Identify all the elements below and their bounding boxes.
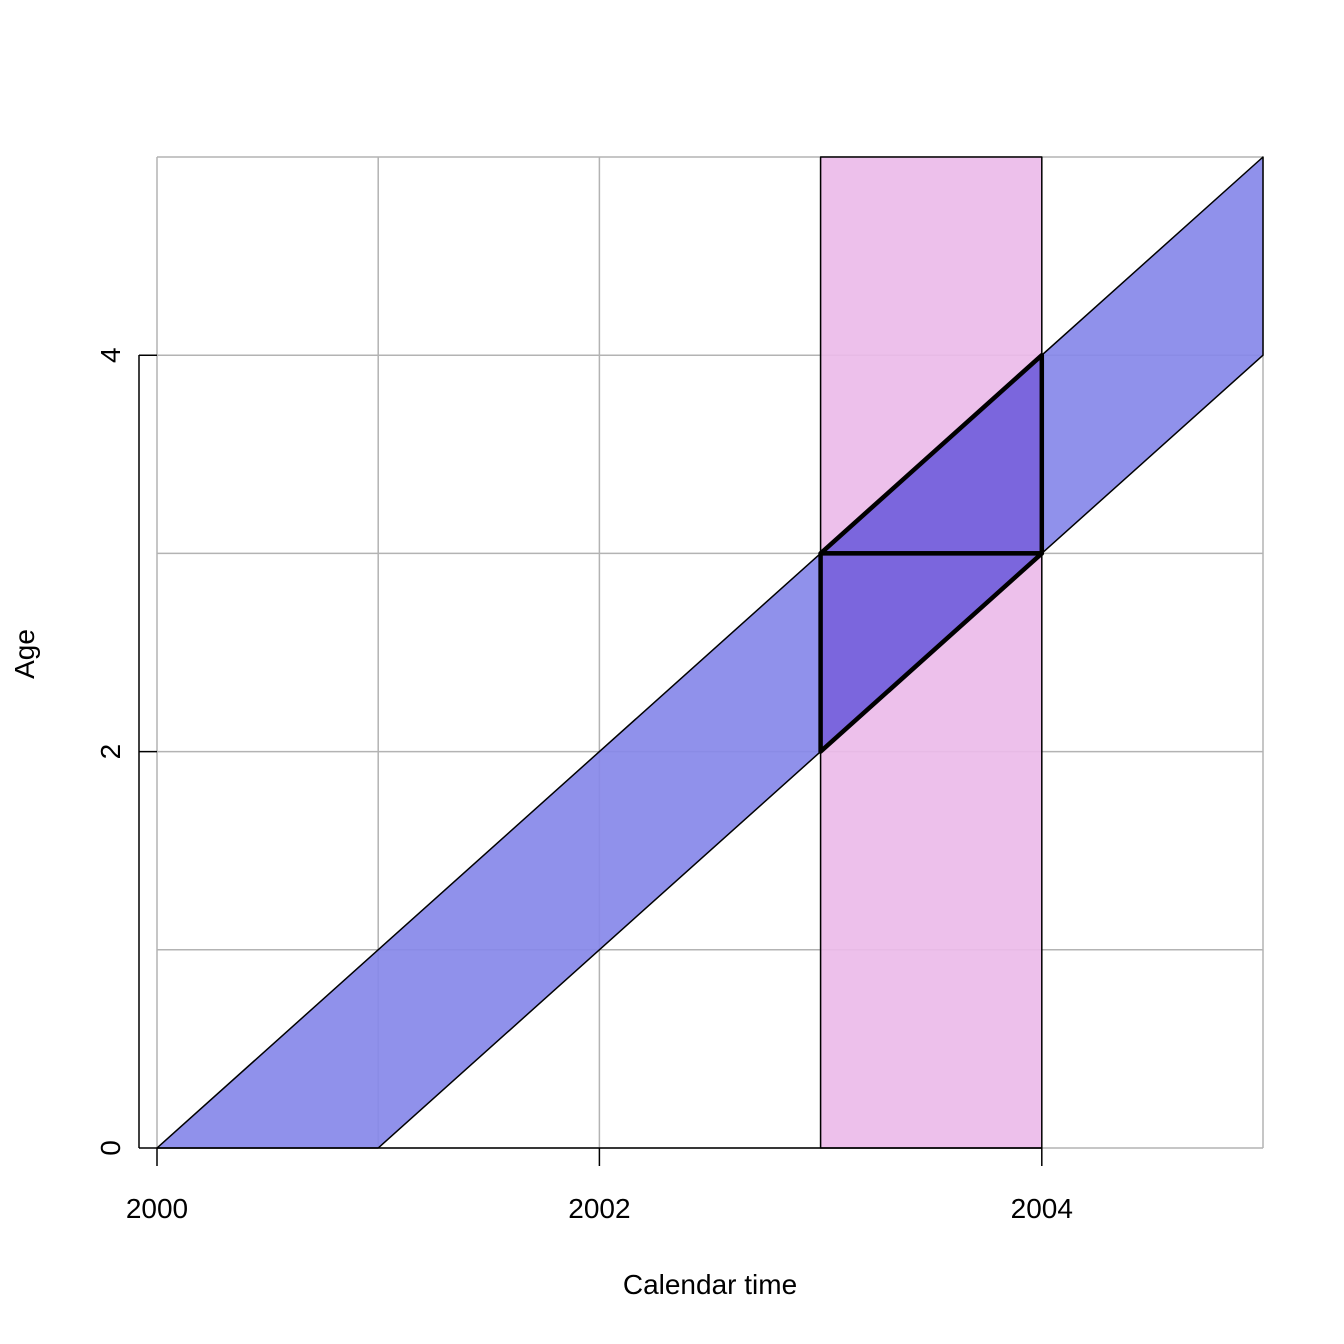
x-tick-label-2000: 2000 [126, 1193, 188, 1224]
axis-ticks: 2000 2002 2004 0 2 4 [95, 347, 1073, 1224]
x-axis-label: Calendar time [623, 1269, 797, 1300]
chart-regions [156, 156, 1264, 1149]
y-tick-label-4: 4 [95, 347, 126, 363]
x-tick-label-2002: 2002 [568, 1193, 630, 1224]
y-axis-label: Age [9, 629, 40, 679]
lexis-lower-triangle [818, 551, 1045, 754]
x-tick-label-2004: 2004 [1011, 1193, 1073, 1224]
y-tick-label-0: 0 [95, 1140, 126, 1156]
cohort-band [156, 156, 1264, 1149]
y-tick-label-2: 2 [95, 744, 126, 760]
